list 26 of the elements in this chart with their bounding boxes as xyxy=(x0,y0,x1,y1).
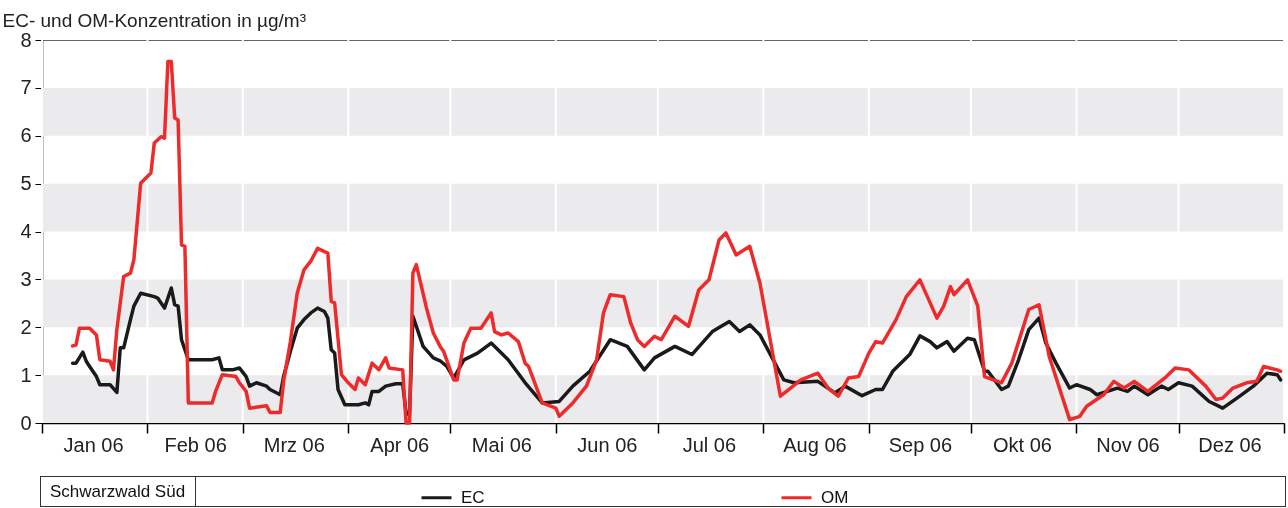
x-tick-label: Jan 06 xyxy=(63,433,124,456)
x-tick-label: Aug 06 xyxy=(783,433,847,456)
text: Schwarzwald Süd xyxy=(50,482,186,501)
x-tick-label: Mai 06 xyxy=(471,433,532,456)
y-tick-label: 5 xyxy=(20,172,32,195)
y-tick-label: 2 xyxy=(20,315,32,338)
x-tick-label: Mrz 06 xyxy=(263,433,325,456)
y-tick-label: 7 xyxy=(20,76,32,99)
legend-label: EC xyxy=(461,487,485,507)
x-tick-label: Jun 06 xyxy=(577,433,638,456)
x-tick-label: Sep 06 xyxy=(888,433,953,456)
y-tick-label: 1 xyxy=(20,363,32,386)
y-tick-label: 0 xyxy=(20,411,32,434)
legend-label: OM xyxy=(821,487,849,507)
y-tick-label: 4 xyxy=(20,220,32,242)
x-tick-label: Jul 06 xyxy=(682,433,737,456)
x-tick-label: Nov 06 xyxy=(1096,433,1160,456)
x-tick-label: Dez 06 xyxy=(1198,433,1262,456)
x-tick-label: Apr 06 xyxy=(370,433,430,456)
y-tick-label: 8 xyxy=(20,28,32,51)
line-series xyxy=(70,59,1283,425)
x-tick-label: Okt 06 xyxy=(993,433,1052,456)
y-axis-title: EC- und OM-Konzentration in µg/m³ xyxy=(2,9,306,31)
x-tick-label: Feb 06 xyxy=(164,433,227,456)
y-tick-label: 3 xyxy=(20,267,32,290)
y-tick-label: 6 xyxy=(20,124,32,147)
